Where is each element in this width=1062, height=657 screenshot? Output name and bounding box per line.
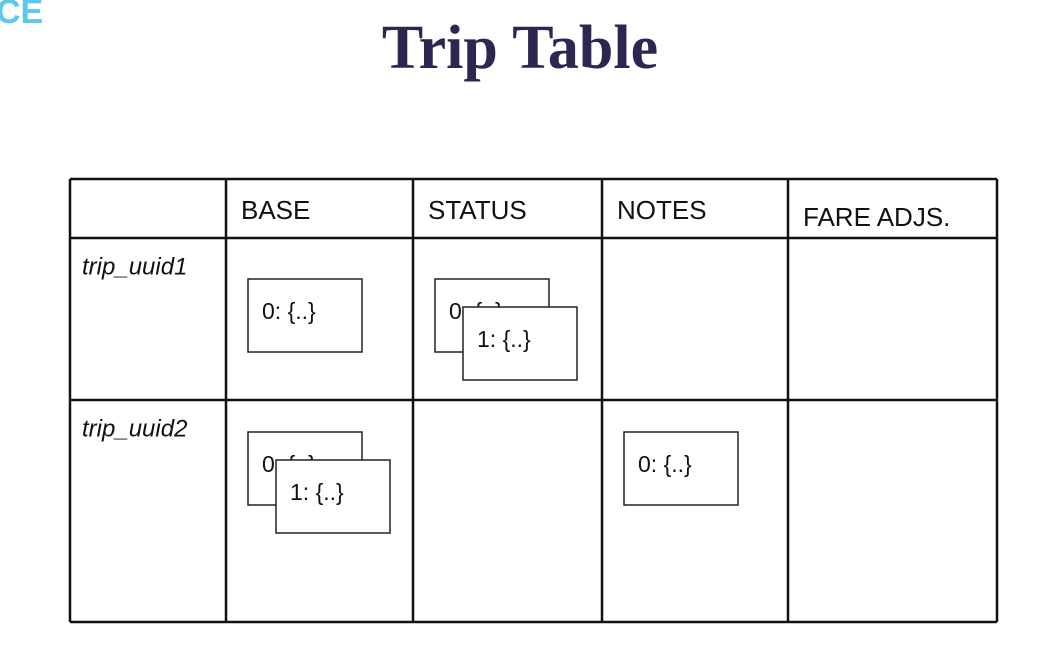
record-label: 1: {..} — [290, 479, 344, 505]
record-label: 0: {..} — [262, 298, 316, 324]
record-box — [462, 306, 578, 381]
record-box — [247, 278, 363, 353]
trip-table: BASE STATUS NOTES FARE ADJS. trip_uuid1 0: {.… — [68, 177, 999, 624]
column-header: FARE ADJS. — [803, 202, 950, 232]
record-label: 0: {..} — [638, 451, 692, 477]
slide-title: Trip Table — [382, 14, 658, 82]
record-box — [623, 431, 739, 506]
record-box — [275, 459, 391, 534]
column-header: NOTES — [617, 195, 707, 225]
row-key: trip_uuid2 — [82, 415, 187, 442]
column-header: STATUS — [428, 195, 527, 225]
column-header: BASE — [241, 195, 310, 225]
row-key: trip_uuid1 — [82, 253, 187, 280]
logo: CE — [0, 0, 43, 31]
record-label: 1: {..} — [477, 326, 531, 352]
